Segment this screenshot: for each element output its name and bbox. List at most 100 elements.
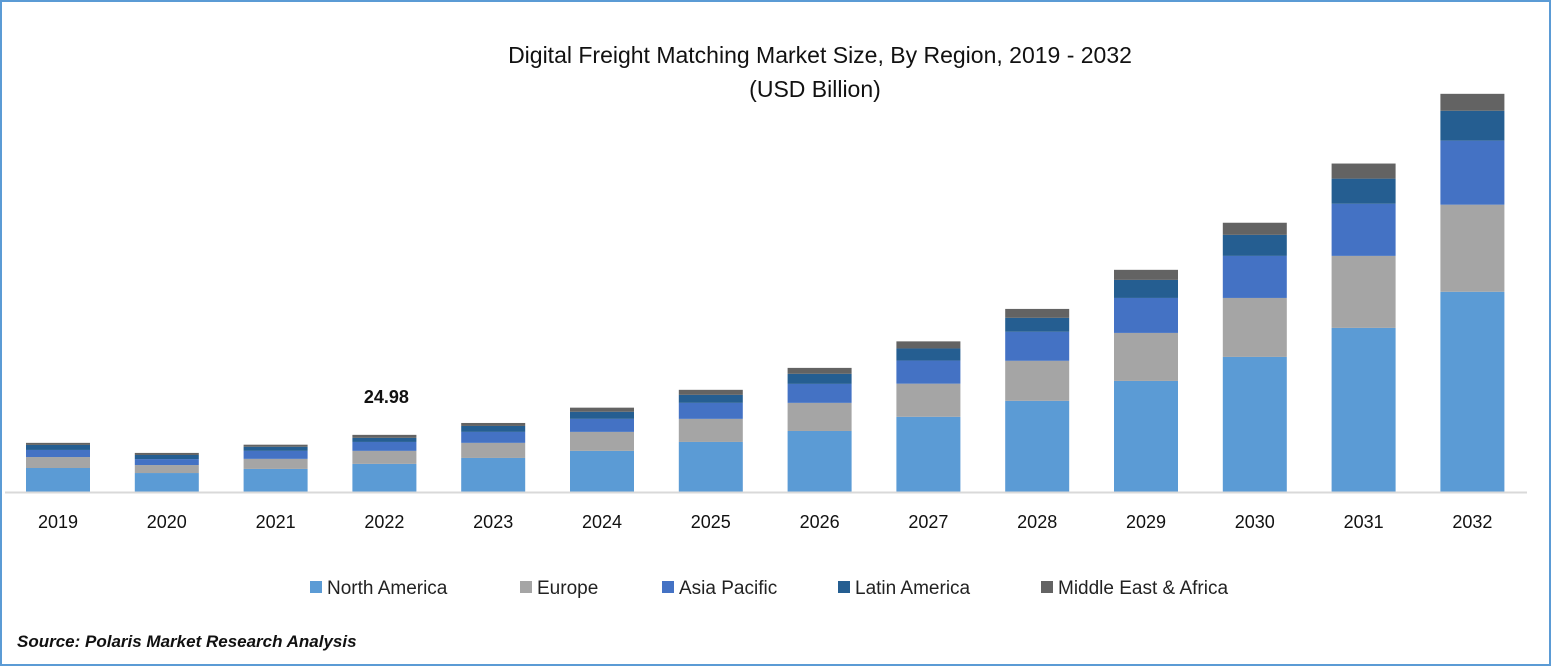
bar-segment-latin-america-2024 (570, 411, 634, 419)
bar-segment-middle-east-africa-2025 (678, 389, 743, 395)
bar-segment-asia-pacific-2020 (134, 459, 199, 466)
x-tick-labels: 2019 2020 2021 2022 2023 2024 2025 2026 2027 2028… (38, 512, 1492, 532)
bar-segment-latin-america-2019 (26, 444, 90, 450)
legend-item: Asia Pacific (662, 578, 777, 599)
data-label: 24.98 (364, 387, 409, 407)
bar-segment-middle-east-africa-2029 (1114, 269, 1178, 280)
legend-label: North America (327, 578, 448, 599)
legend-label: Asia Pacific (679, 578, 777, 599)
bar-segment-asia-pacific-2022 (352, 441, 417, 451)
bar-segment-europe-2029 (1114, 332, 1178, 381)
bar-segment-latin-america-2028 (1005, 317, 1070, 332)
bar-segment-north-america-2030 (1222, 356, 1287, 492)
bar-segment-europe-2022 (352, 450, 417, 464)
bar-segment-latin-america-2027 (896, 348, 961, 361)
legend-swatch (662, 581, 674, 593)
bar-segment-middle-east-africa-2031 (1331, 163, 1396, 179)
x-tick-label: 2028 (1017, 512, 1057, 532)
legend-label: Latin America (855, 578, 971, 599)
legend-item: Europe (520, 578, 598, 599)
bar-segment-asia-pacific-2027 (896, 360, 961, 384)
x-tick-label: 2022 (364, 512, 404, 532)
bar-segment-middle-east-africa-2032 (1440, 93, 1505, 111)
bar-segment-latin-america-2030 (1222, 234, 1287, 256)
bar-segment-europe-2019 (26, 457, 90, 468)
bar-segment-latin-america-2029 (1114, 279, 1178, 298)
bar-segment-north-america-2025 (678, 441, 743, 492)
bar-segment-asia-pacific-2032 (1440, 140, 1505, 205)
bar-segment-north-america-2019 (26, 468, 90, 492)
bar-segment-asia-pacific-2026 (787, 383, 852, 403)
bar-segment-north-america-2026 (787, 430, 852, 492)
x-tick-label: 2023 (473, 512, 513, 532)
bar-segment-asia-pacific-2031 (1331, 203, 1396, 256)
bar-segment-latin-america-2025 (678, 394, 743, 403)
bar-segment-middle-east-africa-2027 (896, 341, 961, 349)
bar-segment-europe-2025 (678, 418, 743, 442)
bar-segment-europe-2024 (570, 431, 634, 451)
bar-segment-north-america-2021 (243, 468, 308, 492)
chart-title: Digital Freight Matching Market Size, By… (508, 42, 1132, 68)
x-tick-label: 2024 (582, 512, 622, 532)
bar-segment-asia-pacific-2021 (243, 450, 308, 459)
bar-segment-north-america-2031 (1331, 327, 1396, 492)
bar-segment-latin-america-2020 (134, 454, 199, 460)
legend-item: North America (310, 578, 448, 599)
legend-swatch (1041, 581, 1053, 593)
bar-segment-asia-pacific-2024 (570, 418, 634, 432)
annotations: 24.98 (364, 387, 409, 407)
bar-segment-asia-pacific-2019 (26, 449, 90, 458)
x-tick-label: 2019 (38, 512, 78, 532)
bar-segment-middle-east-africa-2020 (134, 452, 199, 455)
bars-group (26, 93, 1505, 492)
legend-swatch (520, 581, 532, 593)
x-tick-label: 2030 (1235, 512, 1275, 532)
x-tick-label: 2032 (1452, 512, 1492, 532)
bar-segment-europe-2021 (243, 458, 308, 469)
bar-segment-latin-america-2023 (461, 425, 526, 432)
bar-segment-asia-pacific-2023 (461, 431, 526, 443)
bar-segment-middle-east-africa-2024 (570, 407, 634, 412)
x-tick-label: 2029 (1126, 512, 1166, 532)
bar-segment-middle-east-africa-2023 (461, 422, 526, 426)
bar-segment-middle-east-africa-2022 (352, 434, 417, 438)
bar-segment-middle-east-africa-2019 (26, 442, 90, 445)
bar-segment-asia-pacific-2025 (678, 402, 743, 419)
bar-segment-latin-america-2021 (243, 446, 308, 451)
bar-segment-europe-2031 (1331, 255, 1396, 328)
bar-segment-middle-east-africa-2028 (1005, 308, 1070, 318)
bar-segment-middle-east-africa-2021 (243, 444, 308, 447)
legend: North America Europe Asia Pacific Latin Ame… (310, 578, 1228, 599)
bar-segment-europe-2020 (134, 465, 199, 474)
chart-subtitle: (USD Billion) (749, 76, 881, 102)
bar-segment-europe-2027 (896, 383, 961, 417)
bar-segment-europe-2023 (461, 442, 526, 458)
source-note: Source: Polaris Market Research Analysis (17, 632, 357, 651)
bar-segment-north-america-2024 (570, 450, 634, 492)
bar-segment-north-america-2027 (896, 416, 961, 492)
bar-segment-asia-pacific-2030 (1222, 255, 1287, 298)
bar-segment-middle-east-africa-2026 (787, 367, 852, 374)
legend-item: Middle East & Africa (1041, 578, 1228, 599)
x-tick-label: 2020 (147, 512, 187, 532)
bar-segment-north-america-2023 (461, 457, 526, 492)
x-tick-label: 2031 (1344, 512, 1384, 532)
bar-segment-europe-2028 (1005, 360, 1070, 401)
bar-segment-north-america-2020 (134, 473, 199, 492)
legend-label: Middle East & Africa (1058, 578, 1228, 599)
bar-segment-latin-america-2022 (352, 437, 417, 442)
bar-segment-europe-2030 (1222, 297, 1287, 357)
bar-segment-latin-america-2026 (787, 373, 852, 384)
bar-segment-north-america-2032 (1440, 291, 1505, 492)
bar-segment-europe-2032 (1440, 204, 1505, 292)
bar-segment-north-america-2029 (1114, 380, 1178, 492)
bar-segment-latin-america-2031 (1331, 178, 1396, 204)
bar-segment-latin-america-2032 (1440, 110, 1505, 141)
legend-label: Europe (537, 578, 598, 599)
bar-segment-europe-2026 (787, 402, 852, 431)
x-tick-label: 2026 (800, 512, 840, 532)
legend-item: Latin America (838, 578, 971, 599)
legend-swatch (310, 581, 322, 593)
